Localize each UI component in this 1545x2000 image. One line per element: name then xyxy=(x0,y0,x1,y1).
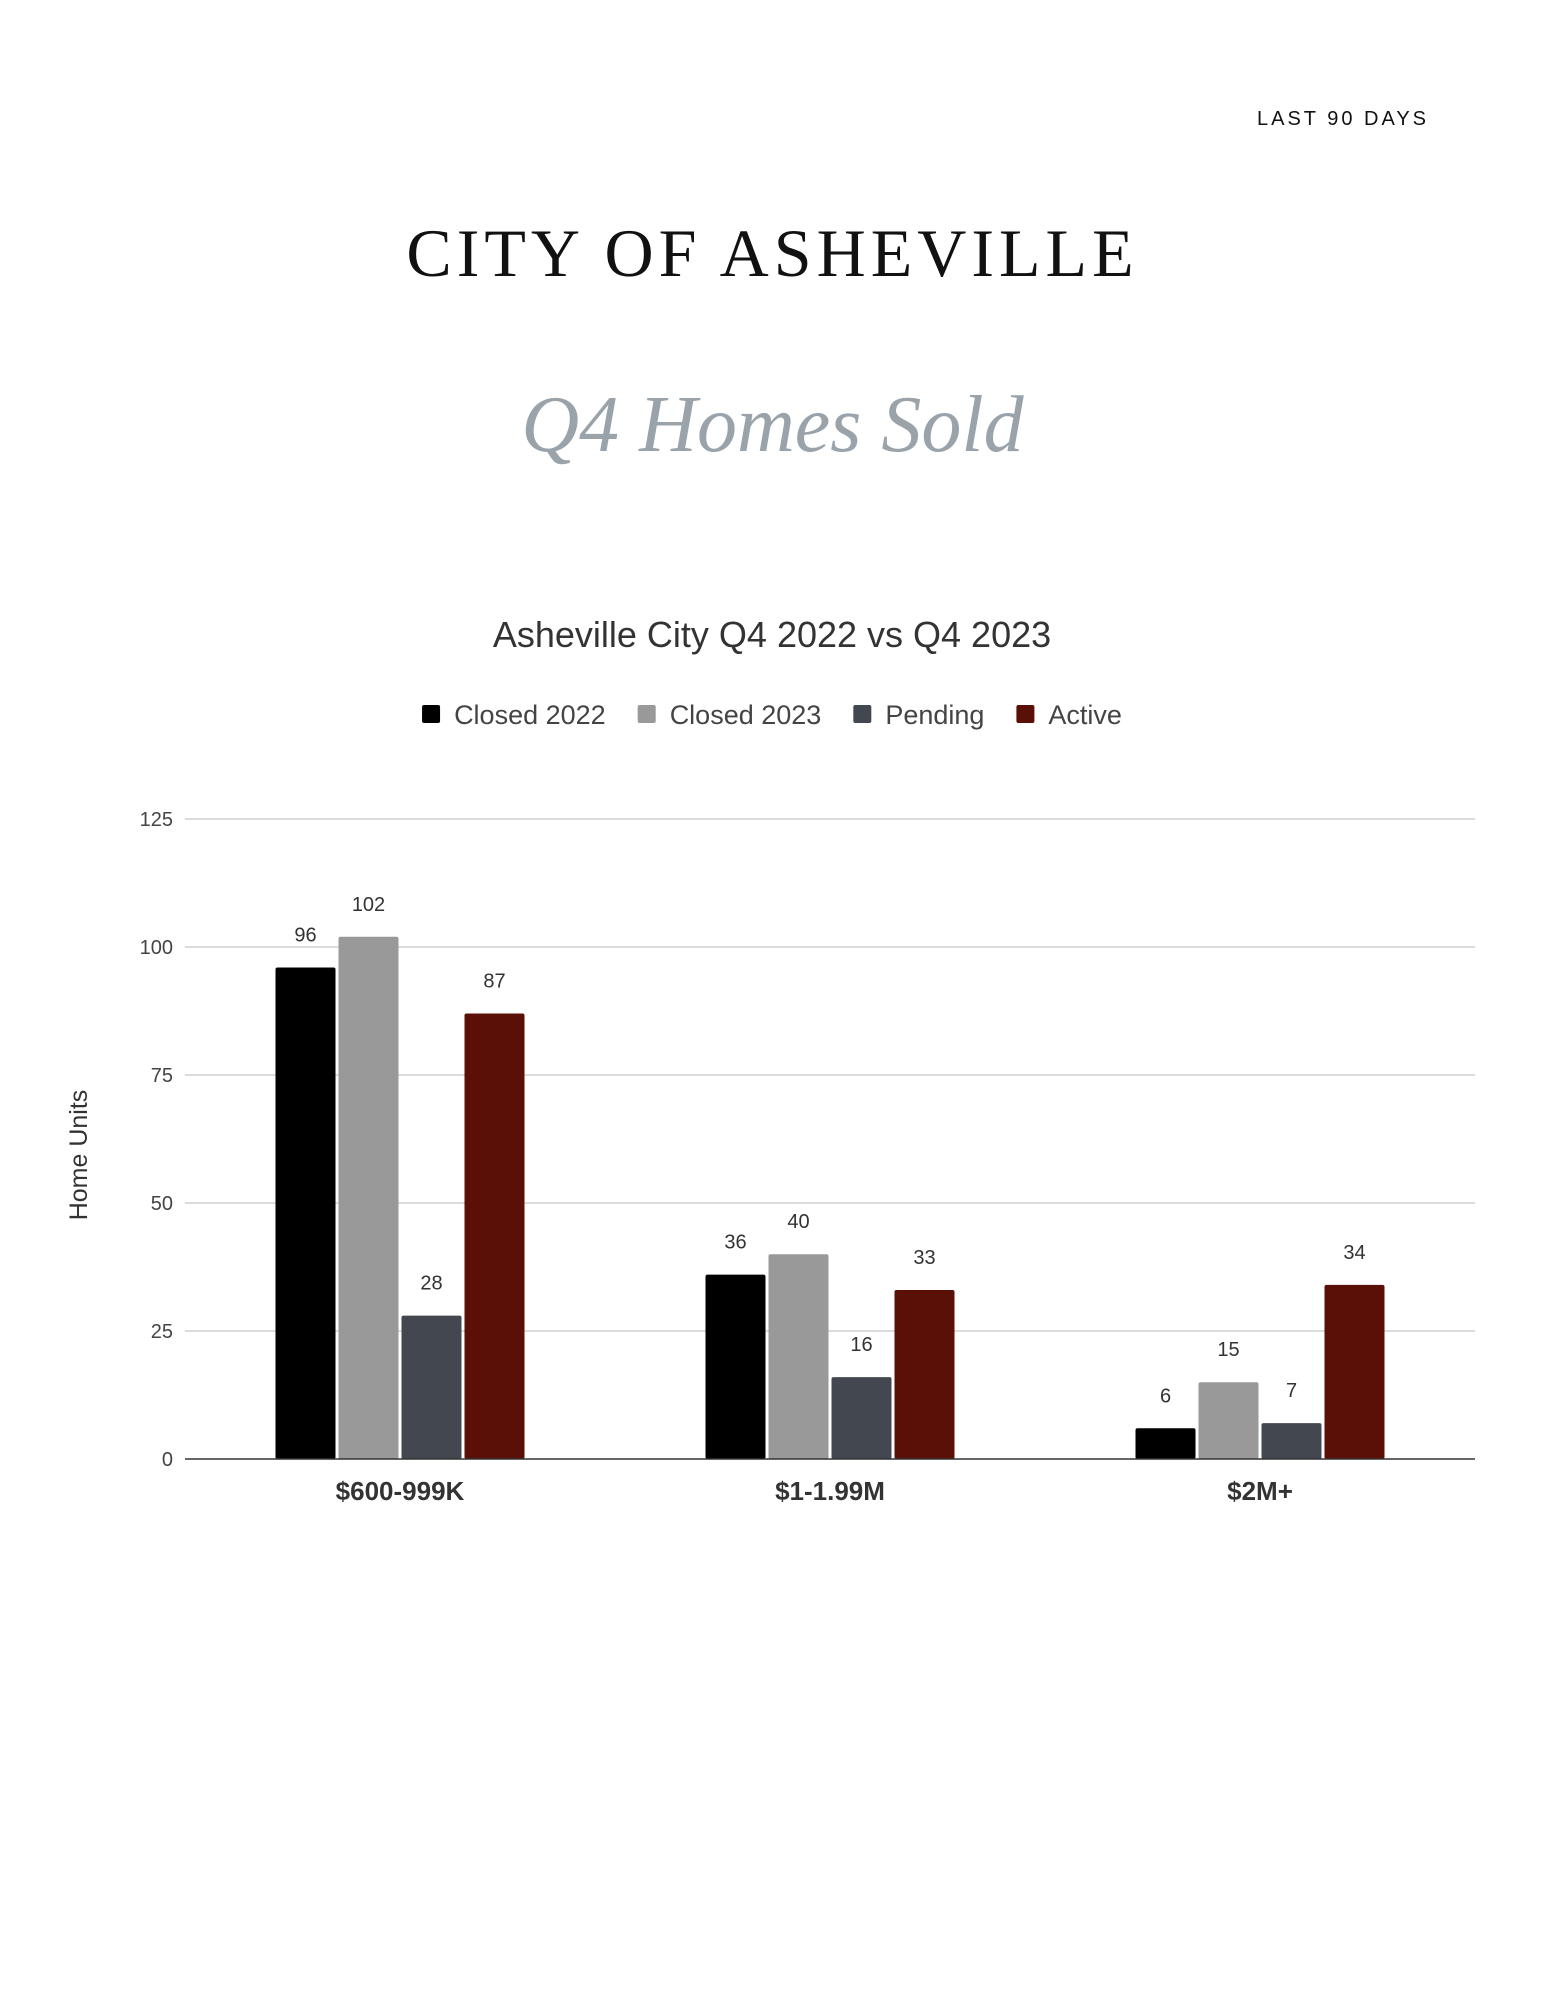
legend-swatch xyxy=(1016,705,1035,723)
bar-value-label: 36 xyxy=(724,1232,746,1254)
bar xyxy=(1324,1284,1385,1459)
y-tick-label: 25 xyxy=(151,1321,173,1343)
legend-swatch xyxy=(637,705,656,723)
bar xyxy=(1198,1382,1259,1459)
bar-value-label: 6 xyxy=(1160,1385,1171,1407)
bar xyxy=(705,1274,766,1459)
bar xyxy=(464,1013,525,1459)
bar xyxy=(831,1377,892,1459)
period-label: LAST 90 DAYS xyxy=(1257,108,1429,130)
chart-legend: Closed 2022 Closed 2023 Pending Active xyxy=(422,700,1122,730)
y-tick-label: 100 xyxy=(140,937,173,959)
legend-item: Closed 2022 xyxy=(422,700,606,730)
bar xyxy=(401,1315,462,1459)
legend-label: Pending xyxy=(885,700,984,730)
y-tick-label: 0 xyxy=(162,1449,173,1471)
bar-value-label: 96 xyxy=(294,924,316,946)
legend-swatch xyxy=(422,705,441,723)
legend-item: Active xyxy=(1016,700,1122,730)
legend-label: Active xyxy=(1048,700,1122,730)
x-tick-label: $600-999K xyxy=(336,1476,465,1506)
bar xyxy=(338,936,399,1459)
bar-value-label: 40 xyxy=(787,1211,809,1233)
y-tick-label: 75 xyxy=(151,1065,173,1087)
bar-value-label: 34 xyxy=(1343,1242,1365,1264)
y-axis-ticks: 0 25 50 75 100 125 xyxy=(140,809,173,1471)
bar xyxy=(1261,1423,1322,1459)
bar xyxy=(768,1254,829,1459)
legend-label: Closed 2023 xyxy=(670,700,822,730)
chart-gridlines xyxy=(185,818,1475,1332)
bar xyxy=(894,1290,955,1459)
bar-value-label: 87 xyxy=(483,971,505,993)
legend-swatch xyxy=(853,705,872,723)
bar-value-label: 16 xyxy=(850,1334,872,1356)
legend-label: Closed 2022 xyxy=(454,700,606,730)
bar xyxy=(1135,1428,1196,1459)
bar-value-label: 28 xyxy=(420,1273,442,1295)
x-tick-label: $1-1.99M xyxy=(775,1476,885,1506)
chart-title: Asheville City Q4 2022 vs Q4 2023 xyxy=(493,614,1051,655)
y-tick-label: 50 xyxy=(151,1193,173,1215)
bar-value-label: 102 xyxy=(352,894,385,916)
bar-value-label: 7 xyxy=(1286,1380,1297,1402)
page-title: CITY OF ASHEVILLE xyxy=(406,215,1139,291)
legend-item: Pending xyxy=(853,700,984,730)
bar-value-label: 15 xyxy=(1217,1339,1239,1361)
x-tick-label: $2M+ xyxy=(1227,1476,1293,1506)
bar xyxy=(275,967,336,1459)
legend-item: Closed 2023 xyxy=(637,700,822,730)
x-axis-ticks: $600-999K $1-1.99M $2M+ xyxy=(336,1476,1293,1506)
bar-value-labels: 96 102 28 87 36 40 16 33 6 15 7 34 xyxy=(294,894,1365,1408)
y-axis-label: Home Units xyxy=(65,1090,93,1221)
y-tick-label: 125 xyxy=(140,809,173,831)
page-subtitle: Q4 Homes Sold xyxy=(521,381,1024,469)
bar-value-label: 33 xyxy=(913,1247,935,1269)
chart-bars xyxy=(275,936,1385,1459)
